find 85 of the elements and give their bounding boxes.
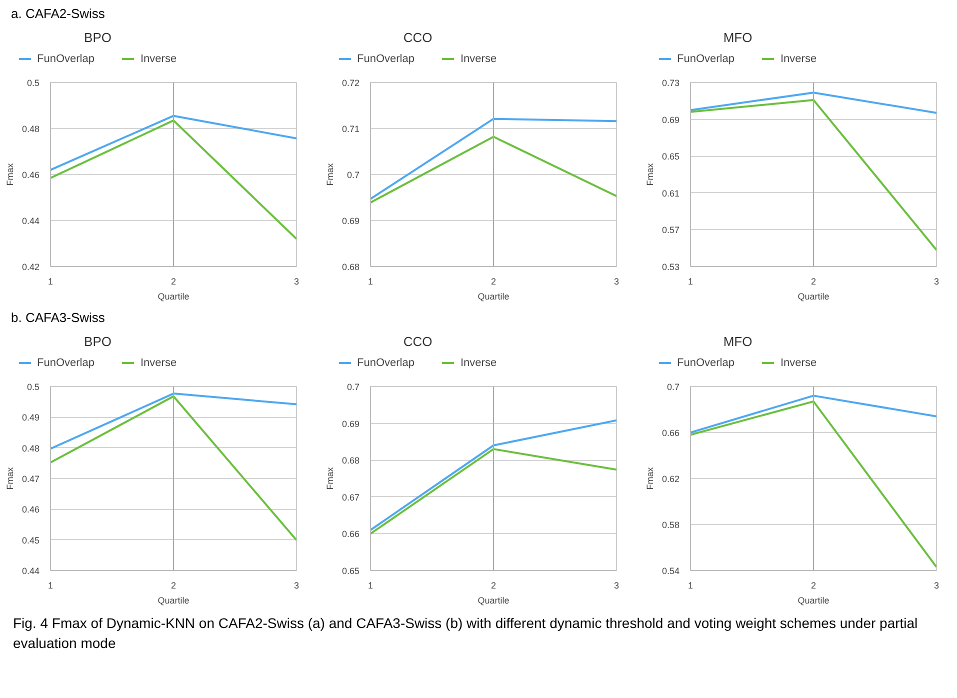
chart-title: CCO: [402, 29, 434, 47]
y-tick-label: 0.48: [22, 124, 40, 134]
x-tick-label: 3: [934, 580, 940, 590]
x-tick-label: 1: [688, 276, 694, 286]
legend-label: Inverse: [779, 356, 817, 369]
x-tick-label: 1: [48, 276, 54, 286]
y-tick-label: 0.7: [346, 170, 360, 180]
y-axis-title: Fmax: [4, 162, 15, 186]
y-tick-label: 0.72: [342, 78, 360, 88]
x-tick-label: 3: [614, 276, 620, 286]
text: b. CAFA3-Swiss: [11, 309, 105, 327]
y-tick-label: 0.57: [662, 225, 680, 236]
y-tick-label: 0.68: [342, 262, 360, 272]
legend-label: Inverse: [779, 52, 817, 65]
y-tick-label: 0.45: [22, 535, 40, 546]
x-axis-title: Quartile: [798, 292, 830, 302]
y-tick-label: 0.44: [22, 216, 40, 226]
y-tick-label: 0.66: [342, 529, 360, 540]
y-axis-title: Fmax: [4, 466, 15, 490]
legend-label: FunOverlap: [36, 52, 94, 65]
y-tick-label: 0.49: [22, 412, 40, 423]
chart-title: MFO: [722, 29, 754, 47]
y-tick-label: 0.67: [342, 492, 360, 502]
y-tick-label: 0.68: [342, 456, 360, 466]
legend-label: FunOverlap: [36, 356, 94, 369]
x-tick-label: 1: [688, 580, 694, 590]
y-tick-label: 0.66: [662, 428, 680, 438]
legend-label: Inverse: [459, 52, 497, 65]
chart-title: MFO: [722, 333, 754, 351]
caption: Fig. 4 Fmax of Dynamic-KNN on CAFA2-Swiss (a) and CAFA3-Swiss (b) with different dynamic threshold and voting weight schemes under partial evaluation mode: [13, 614, 919, 653]
x-tick-label: 1: [368, 580, 374, 590]
x-axis-title: Quartile: [158, 596, 190, 606]
y-axis-title: Fmax: [324, 466, 335, 490]
y-tick-label: 0.47: [22, 474, 40, 484]
y-tick-label: 0.7: [666, 382, 680, 392]
y-tick-label: 0.65: [342, 566, 360, 576]
y-tick-label: 0.5: [26, 78, 40, 88]
y-axis-title: Fmax: [644, 466, 655, 490]
y-tick-label: 0.7: [346, 382, 360, 392]
y-tick-label: 0.48: [22, 443, 40, 454]
y-tick-label: 0.54: [662, 566, 680, 576]
x-tick-label: 2: [810, 580, 816, 590]
chart-title: CCO: [402, 333, 434, 351]
x-axis-title: Quartile: [798, 596, 830, 606]
x-tick-label: 1: [48, 580, 54, 590]
x-tick-label: 3: [294, 276, 300, 286]
legend-label: FunOverlap: [356, 356, 414, 369]
x-tick-label: 3: [934, 276, 940, 286]
y-tick-label: 0.53: [662, 262, 680, 272]
y-axis-title: Fmax: [324, 162, 335, 186]
y-tick-label: 0.58: [662, 520, 680, 530]
y-tick-label: 0.71: [342, 124, 360, 134]
x-tick-label: 2: [170, 276, 176, 286]
x-tick-label: 2: [810, 276, 816, 286]
y-tick-label: 0.69: [342, 216, 360, 226]
y-tick-label: 0.46: [22, 170, 40, 180]
x-tick-label: 3: [614, 580, 620, 590]
text: a. CAFA2-Swiss: [11, 5, 105, 23]
chart-title: BPO: [83, 29, 113, 47]
y-tick-label: 0.5: [26, 382, 40, 392]
x-tick-label: 1: [368, 276, 374, 286]
x-tick-label: 3: [294, 580, 300, 590]
y-tick-label: 0.62: [662, 474, 680, 484]
x-axis-title: Quartile: [478, 596, 510, 606]
y-tick-label: 0.61: [662, 188, 680, 198]
y-tick-label: 0.42: [22, 262, 40, 272]
legend-label: FunOverlap: [676, 52, 734, 65]
legend-label: FunOverlap: [356, 52, 414, 65]
chart-title: BPO: [83, 333, 113, 351]
legend-label: Inverse: [139, 52, 177, 65]
y-tick-label: 0.69: [662, 114, 680, 125]
y-tick-label: 0.65: [662, 152, 680, 162]
legend-label: Inverse: [139, 356, 177, 369]
y-tick-label: 0.44: [22, 566, 40, 576]
x-tick-label: 2: [490, 580, 496, 590]
x-tick-label: 2: [170, 580, 176, 590]
x-axis-title: Quartile: [478, 292, 510, 302]
y-tick-label: 0.69: [342, 418, 360, 429]
y-tick-label: 0.73: [662, 78, 680, 88]
legend-label: FunOverlap: [676, 356, 734, 369]
x-tick-label: 2: [490, 276, 496, 286]
x-axis-title: Quartile: [158, 292, 190, 302]
legend-label: Inverse: [459, 356, 497, 369]
y-tick-label: 0.46: [22, 504, 40, 515]
y-axis-title: Fmax: [644, 162, 655, 186]
